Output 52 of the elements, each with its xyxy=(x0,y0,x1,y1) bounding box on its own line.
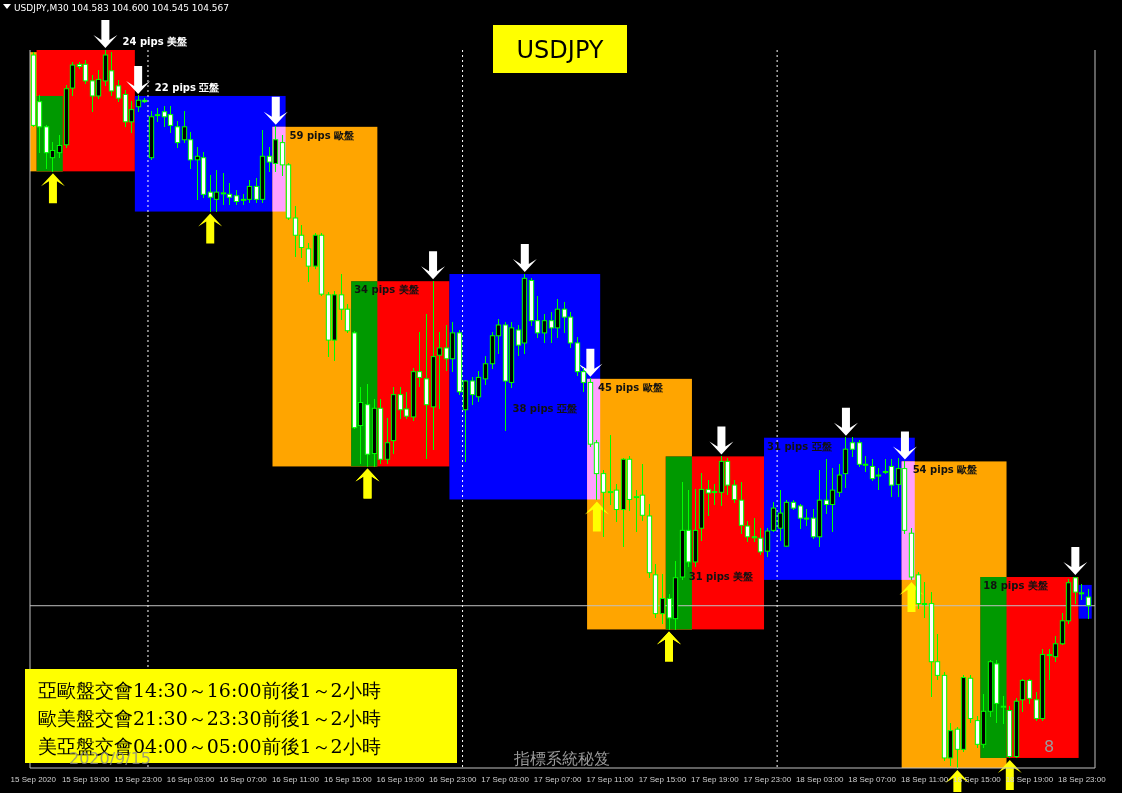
candlestick xyxy=(757,527,764,555)
annotation: 亞歐盤交會14:30～16:00前後1～2小時 xyxy=(38,679,381,701)
candlestick xyxy=(1085,589,1092,620)
x-tick-label: 18 Sep 07:00 xyxy=(848,775,897,784)
annotation: 8 xyxy=(1043,737,1055,756)
candlestick xyxy=(436,332,443,409)
x-tick-label: 17 Sep 03:00 xyxy=(481,775,530,784)
candlestick xyxy=(174,121,181,149)
candlestick xyxy=(1026,679,1033,704)
candlestick xyxy=(384,417,391,465)
x-tick-label: 18 Sep 03:00 xyxy=(795,775,845,784)
x-tick-label: 16 Sep 07:00 xyxy=(219,775,268,784)
band-label: 24 pips 美盤 xyxy=(122,36,188,47)
candlestick xyxy=(659,574,666,625)
candlestick xyxy=(731,479,738,503)
x-tick-label: 15 Sep 2020 xyxy=(10,775,57,784)
x-tick-label: 17 Sep 19:00 xyxy=(691,775,740,784)
x-tick-label: 16 Sep 15:00 xyxy=(324,775,373,784)
x-tick-label: 18 Sep 19:00 xyxy=(1005,775,1054,784)
x-tick-label: 15 Sep 23:00 xyxy=(114,775,163,784)
x-tick-label: 17 Sep 07:00 xyxy=(533,775,582,784)
x-tick-label: 15 Sep 19:00 xyxy=(61,775,111,784)
candlestick xyxy=(154,108,161,123)
x-tick-label: 17 Sep 11:00 xyxy=(586,775,635,784)
x-tick-label: 18 Sep 15:00 xyxy=(953,775,1002,784)
candlestick xyxy=(836,463,843,498)
band-label: 38 pips 亞盤 xyxy=(512,403,578,415)
candlestick xyxy=(1019,679,1026,712)
annotation: 歐美盤交會21:30～23:30前後1～2小時 xyxy=(38,707,381,729)
x-tick-label: 16 Sep 11:00 xyxy=(271,775,320,784)
candlestick xyxy=(751,517,758,543)
annotation: 指標系統秘笈 xyxy=(513,749,610,768)
candlestick xyxy=(600,469,607,538)
x-tick-label: 17 Sep 23:00 xyxy=(743,775,792,784)
x-tick-label: 18 Sep 23:00 xyxy=(1058,775,1107,784)
candlestick xyxy=(849,437,856,457)
candlestick xyxy=(1000,695,1007,724)
x-tick-label: 17 Sep 15:00 xyxy=(638,775,687,784)
x-tick-label: 16 Sep 19:00 xyxy=(376,775,425,784)
band-label: 31 pips 亞盤 xyxy=(767,440,832,452)
band-label: 59 pips 歐盤 xyxy=(289,129,355,141)
x-tick-label: 16 Sep 03:00 xyxy=(166,775,215,784)
candlestick xyxy=(115,80,122,103)
x-tick-label: 16 Sep 23:00 xyxy=(428,775,478,784)
candlestick xyxy=(482,356,489,386)
candlestick xyxy=(541,313,548,344)
candlestick xyxy=(56,134,63,159)
chart-title: USDJPY xyxy=(516,36,604,64)
band-label: 22 pips 亞盤 xyxy=(154,81,220,93)
text: USDJPY,M30 104.583 104.600 104.545 104.567 xyxy=(14,3,230,13)
candlestick xyxy=(305,242,312,282)
x-tick-label: 18 Sep 11:00 xyxy=(901,775,949,784)
